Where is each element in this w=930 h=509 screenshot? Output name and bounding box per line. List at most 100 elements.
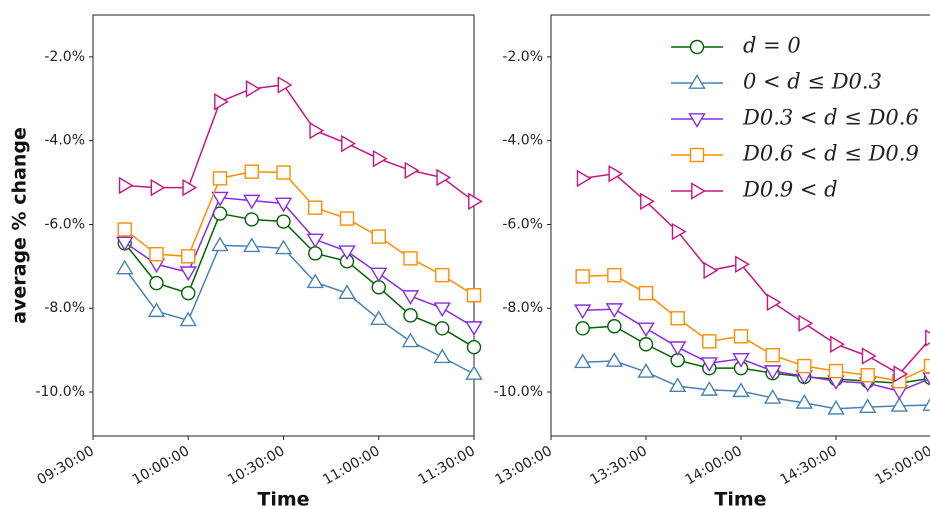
y-tick-label: -10.0% (493, 384, 543, 400)
marker (575, 321, 590, 336)
marker (341, 134, 356, 153)
marker (573, 304, 592, 320)
marker (923, 358, 930, 374)
y-tick-label: -10.0% (35, 384, 85, 400)
series-line (124, 84, 475, 203)
y-tick-label: -2.0% (44, 49, 85, 65)
marker (861, 347, 877, 365)
marker (765, 347, 780, 363)
marker (858, 398, 877, 413)
legend-label: d = 0 (743, 34, 801, 58)
marker (763, 365, 782, 380)
series-line (582, 172, 930, 375)
marker (211, 236, 229, 252)
marker (116, 259, 134, 275)
marker (702, 334, 717, 349)
legend-label: D0.6 < d ≤ D0.9 (742, 142, 919, 166)
marker (668, 341, 687, 357)
marker (116, 236, 134, 252)
legend-label: D0.3 < d ≤ D0.6 (742, 106, 919, 130)
marker (638, 285, 654, 301)
legend-marker (691, 182, 706, 200)
marker (735, 255, 750, 273)
marker (435, 321, 450, 336)
marker (732, 353, 750, 368)
y-tick-label: -4.0% (502, 133, 543, 149)
x-tick-label: 14:30:00 (778, 443, 840, 488)
marker (605, 303, 624, 318)
marker (117, 222, 132, 237)
x-tick-label: 15:00:00 (873, 443, 930, 488)
marker (149, 275, 164, 291)
marker (403, 308, 418, 323)
marker (465, 365, 483, 380)
marker (700, 357, 719, 372)
marker (766, 293, 782, 312)
marker (733, 329, 749, 344)
marker (763, 389, 782, 404)
x-tick-label: 11:00:00 (320, 443, 382, 488)
marker (703, 261, 719, 280)
marker (670, 311, 685, 326)
marker (828, 363, 844, 379)
y-tick-label: -8.0% (44, 300, 85, 316)
x-axis-label: Time (257, 489, 309, 509)
x-tick-label: 10:30:00 (225, 443, 287, 488)
marker (435, 267, 450, 283)
marker (465, 321, 483, 336)
x-tick-label: 09:30:00 (35, 443, 97, 488)
marker (797, 358, 812, 374)
marker (212, 171, 228, 186)
marker (922, 372, 930, 386)
marker (149, 246, 164, 262)
x-tick-label: 14:00:00 (683, 443, 745, 488)
marker (274, 239, 293, 255)
marker (338, 284, 356, 300)
marker (276, 165, 291, 180)
marker (403, 251, 418, 266)
x-tick-label: 11:30:00 (416, 443, 478, 488)
x-tick-label: 13:00:00 (493, 443, 555, 488)
marker (401, 290, 420, 305)
marker (306, 233, 324, 249)
marker (243, 194, 261, 210)
y-tick-label: -8.0% (502, 300, 543, 316)
y-tick-label: -6.0% (44, 216, 85, 232)
legend-marker (688, 74, 706, 89)
marker (244, 164, 259, 179)
marker (181, 285, 196, 301)
marker (309, 121, 325, 140)
x-axis-label: Time (714, 489, 766, 509)
legend-label: 0 < d ≤ D0.3 (743, 70, 882, 94)
marker (371, 229, 386, 244)
marker (607, 319, 622, 334)
marker (182, 178, 198, 197)
legend-marker (689, 147, 705, 163)
marker (608, 165, 624, 183)
series-line (124, 212, 475, 348)
marker (827, 399, 845, 415)
marker (214, 92, 229, 111)
marker (893, 365, 909, 383)
legend-label: D0.9 < d (742, 178, 838, 202)
marker (276, 214, 291, 229)
marker (466, 288, 482, 303)
marker (700, 381, 719, 396)
marker (795, 394, 814, 409)
marker (925, 329, 930, 347)
x-tick-label: 10:00:00 (130, 443, 192, 488)
marker (308, 246, 323, 261)
y-tick-label: -2.0% (502, 49, 543, 65)
marker (637, 322, 655, 338)
series-line (582, 360, 930, 410)
marker (401, 332, 420, 348)
marker (245, 80, 261, 98)
marker (274, 197, 293, 213)
marker (244, 212, 259, 227)
legend-marker (688, 113, 706, 128)
y-tick-label: -4.0% (44, 133, 85, 149)
x-tick-label: 13:30:00 (588, 443, 650, 488)
marker (890, 396, 909, 412)
marker (576, 169, 592, 188)
